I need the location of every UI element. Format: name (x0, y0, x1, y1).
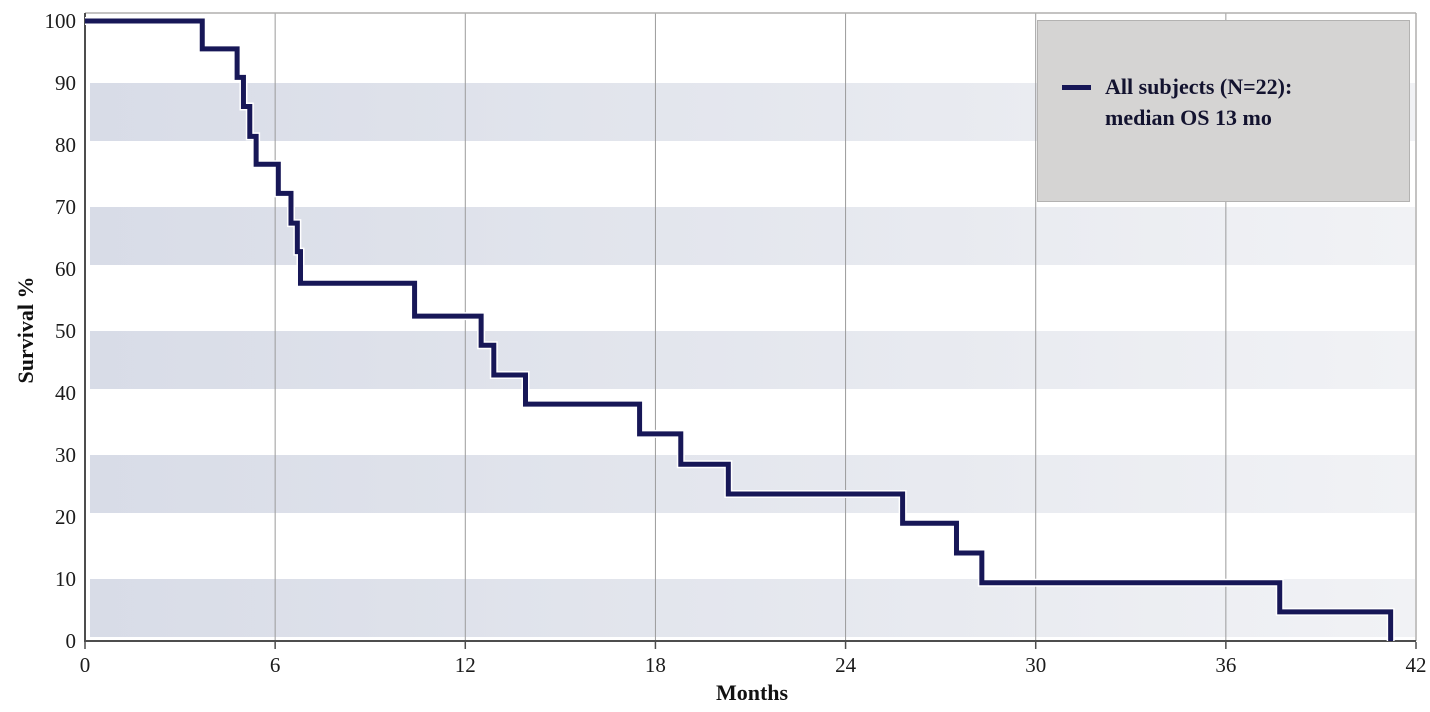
legend-line-marker-icon (1062, 85, 1091, 90)
decade-band (90, 331, 1415, 389)
decade-band (90, 455, 1415, 513)
legend-label-line1: All subjects (N=22): (1105, 74, 1293, 99)
x-tick-label: 6 (269, 653, 281, 677)
x-tick-label: 36 (1215, 653, 1237, 677)
y-tick-label: 0 (65, 629, 77, 653)
x-axis-title: Months (715, 680, 789, 705)
x-tick-label: 42 (1405, 653, 1427, 677)
y-tick-label: 10 (55, 567, 76, 591)
y-axis-title: Survival % (13, 276, 38, 384)
x-tick-label: 24 (835, 653, 857, 677)
y-tick-label: 100 (44, 9, 77, 33)
y-tick-label: 20 (55, 505, 76, 529)
y-tick-label: 70 (55, 195, 76, 219)
decade-band (90, 207, 1415, 265)
survival-curve (85, 18, 1394, 641)
y-tick-label: 60 (55, 257, 76, 281)
y-tick-label: 80 (55, 133, 76, 157)
x-tick-label: 12 (454, 653, 476, 677)
y-tick-label: 30 (55, 443, 76, 467)
x-tick-label: 18 (644, 653, 666, 677)
legend-label: All subjects (N=22): median OS 13 mo (1105, 71, 1292, 133)
y-tick-label: 50 (55, 319, 76, 343)
legend-label-line2: median OS 13 mo (1105, 105, 1272, 130)
x-tick-label: 30 (1025, 653, 1047, 677)
decade-band (90, 579, 1415, 637)
y-tick-label: 40 (55, 381, 76, 405)
legend: All subjects (N=22): median OS 13 mo (1037, 20, 1410, 202)
x-tick-label: 0 (79, 653, 91, 677)
y-tick-label: 90 (55, 71, 76, 95)
